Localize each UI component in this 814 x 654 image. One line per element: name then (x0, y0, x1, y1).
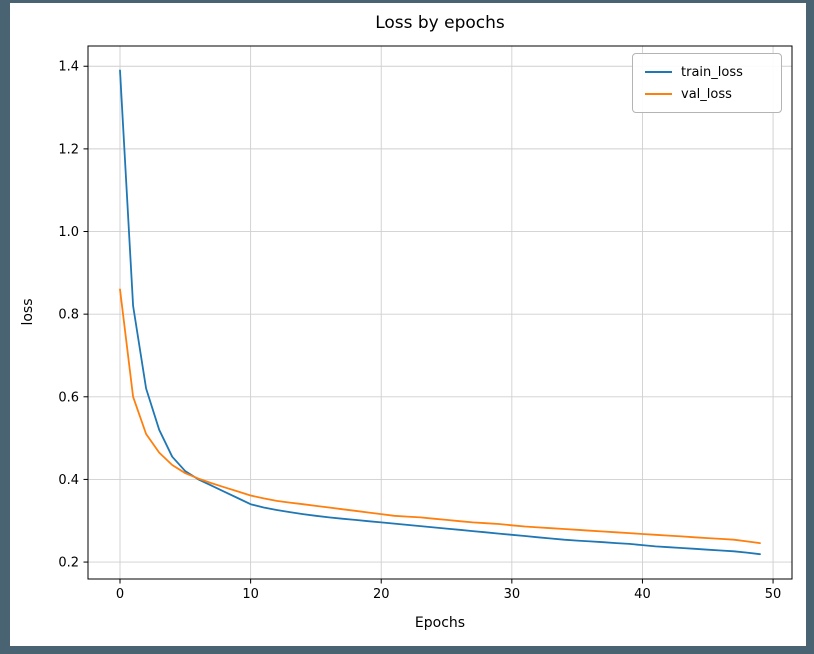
legend-item-val-loss: val_loss (645, 83, 769, 105)
y-axis-label: loss (20, 298, 36, 326)
y-tick-label: 0.6 (58, 390, 79, 405)
line-train-loss (119, 69, 761, 556)
x-tick-label: 30 (504, 587, 521, 602)
y-tick-label: 1.0 (58, 225, 79, 240)
y-tick-label: 0.4 (58, 473, 79, 488)
x-tick-label: 0 (116, 587, 124, 602)
y-tick-label: 0.8 (58, 308, 79, 323)
x-tick-label: 50 (765, 587, 782, 602)
legend-item-train-loss: train_loss (645, 61, 769, 83)
x-tick-label: 40 (634, 587, 651, 602)
legend-label-val-loss: val_loss (681, 86, 732, 102)
x-tick-label: 10 (242, 587, 259, 602)
val-loss-line-swatch (645, 93, 672, 95)
legend-label-train-loss: train_loss (681, 64, 743, 80)
y-tick-label: 1.4 (58, 60, 79, 75)
y-tick-label: 1.2 (58, 142, 79, 157)
x-axis-label: Epochs (414, 615, 466, 631)
line-val-loss (119, 288, 761, 544)
y-tick-label: 0.2 (58, 556, 79, 571)
x-tick-label: 20 (373, 587, 390, 602)
chart-figure: 0 10 20 30 40 50 0.2 0.4 0.6 0.8 1.0 1.2 1.4 Loss by… (10, 3, 806, 646)
legend: train_loss val_loss (632, 53, 782, 113)
train-loss-line-swatch (645, 71, 672, 73)
plot-canvas: 0 10 20 30 40 50 0.2 0.4 0.6 0.8 1.0 1.2 1.4 (58, 45, 793, 602)
chart-title: Loss by epochs (375, 13, 505, 33)
